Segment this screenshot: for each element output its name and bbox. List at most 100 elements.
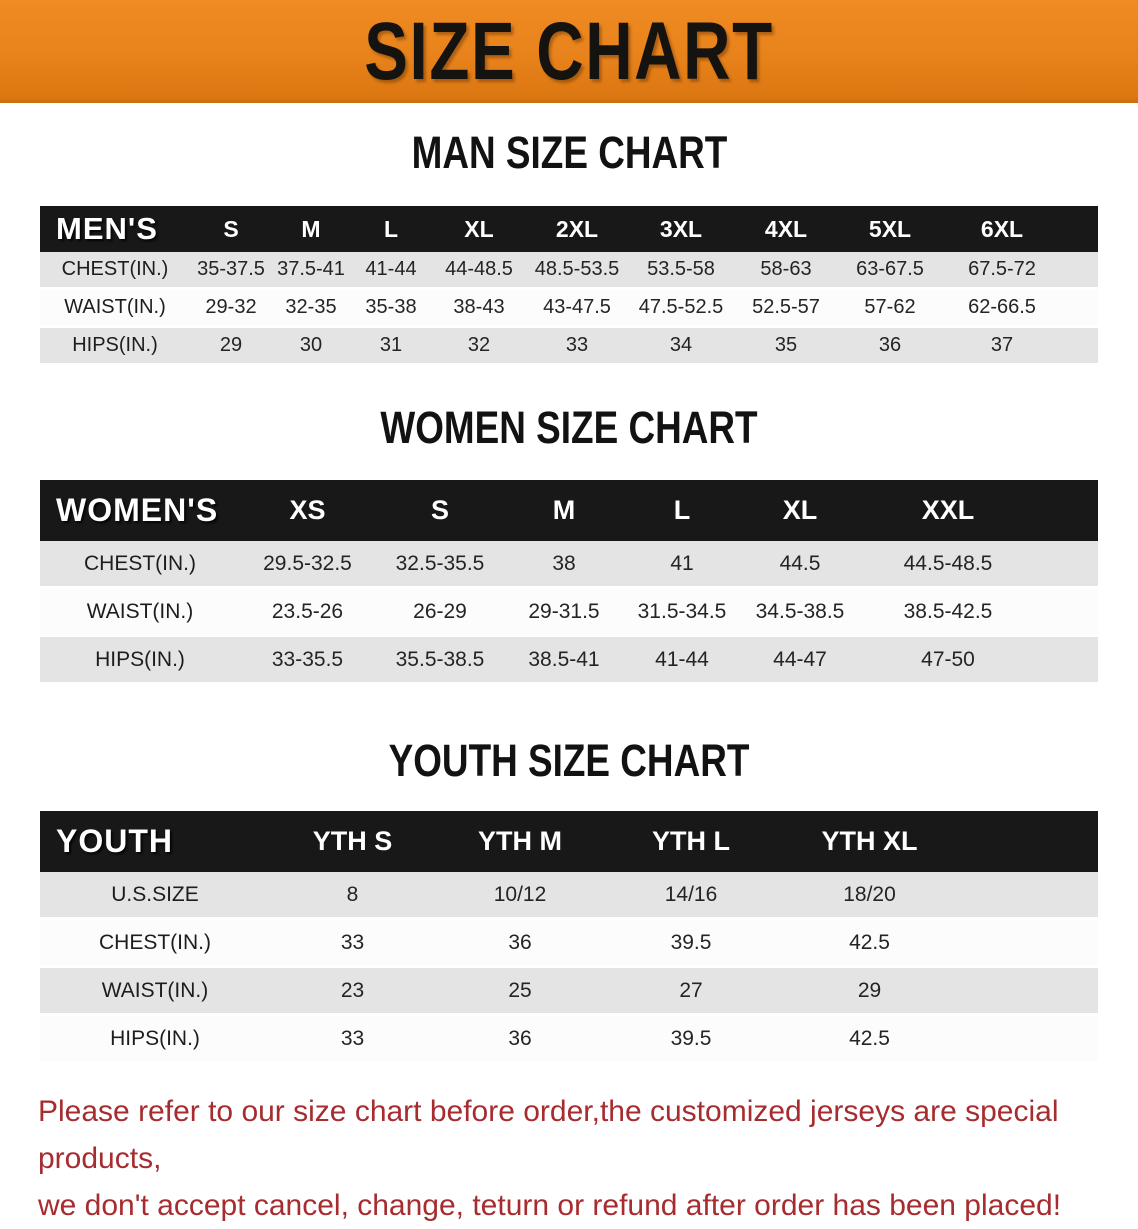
table-cell: 36 [878, 334, 902, 356]
men-col-header: 5XL [838, 203, 942, 252]
youth-table-label: YOUTH [40, 811, 270, 872]
row-label: CHEST(IN.) [61, 258, 169, 280]
disclaimer: Please refer to our size chart before or… [38, 1088, 1100, 1229]
table-cell: 8 [346, 882, 359, 906]
youth-size-table: YOUTH YTH S YTH M YTH L YTH XL U.S.SIZE … [40, 811, 1098, 1064]
table-cell: 44.5-48.5 [903, 551, 993, 575]
row-label: HIPS(IN.) [72, 334, 158, 356]
youth-hips-row: HIPS(IN.) 33 36 39.5 42.5 [40, 1014, 1098, 1063]
table-cell: 63-67.5 [856, 258, 924, 280]
row-label: HIPS(IN.) [110, 1026, 200, 1050]
youth-section-heading: YOUTH SIZE CHART [0, 735, 1138, 787]
row-label: CHEST(IN.) [99, 930, 211, 954]
men-col-header: M [272, 203, 350, 252]
banner: SIZE CHART [0, 0, 1138, 103]
table-cell: 39.5 [670, 930, 712, 954]
table-cell: 14/16 [664, 882, 718, 906]
table-cell: 44-47 [773, 647, 827, 671]
women-col-header: S [375, 480, 505, 541]
table-cell: 23.5-26 [271, 599, 344, 623]
youth-chest-row: CHEST(IN.) 33 36 39.5 42.5 [40, 918, 1098, 967]
table-cell: 37 [990, 334, 1014, 356]
table-cell: 38.5-41 [528, 647, 600, 671]
men-table-label: MEN'S [40, 203, 190, 252]
table-cell: 52.5-57 [752, 296, 820, 318]
row-label: WAIST(IN.) [64, 296, 166, 318]
table-cell: 38.5-42.5 [903, 599, 993, 623]
women-table-label: WOMEN'S [40, 480, 240, 541]
men-col-header: L [350, 203, 432, 252]
banner-title: SIZE CHART [364, 5, 774, 97]
table-cell: 30 [299, 334, 323, 356]
table-cell: 67.5-72 [968, 258, 1036, 280]
table-cell: 47-50 [921, 647, 975, 671]
table-cell: 57-62 [864, 296, 916, 318]
table-cell: 35.5-38.5 [395, 647, 485, 671]
table-cell: 53.5-58 [647, 258, 715, 280]
table-cell: 44-48.5 [445, 258, 513, 280]
table-cell: 26-29 [413, 599, 467, 623]
youth-col-header: YTH M [435, 811, 605, 872]
table-cell: 44.5 [779, 551, 821, 575]
table-cell: 39.5 [670, 1026, 712, 1050]
table-cell: 33 [340, 1026, 365, 1050]
women-size-table: WOMEN'S XS S M L XL XXL CHEST(IN.) 29.5-… [40, 480, 1098, 685]
spacer-cell [1037, 480, 1098, 541]
table-cell: 29-32 [205, 296, 257, 318]
disclaimer-line-2: we don't accept cancel, change, teturn o… [38, 1189, 1062, 1222]
men-size-table: MEN'S S M L XL 2XL 3XL 4XL 5XL 6XL CHEST… [40, 203, 1098, 366]
men-waist-row: WAIST(IN.) 29-32 32-35 35-38 38-43 43-47… [40, 288, 1098, 327]
spacer-cell [962, 967, 1098, 1015]
spacer-cell [1062, 203, 1098, 252]
row-label: CHEST(IN.) [84, 551, 196, 575]
youth-col-header: YTH XL [777, 811, 962, 872]
spacer-cell [1062, 289, 1098, 327]
spacer-cell [962, 872, 1098, 919]
women-col-header: M [505, 480, 623, 541]
table-cell: 58-63 [760, 258, 812, 280]
table-cell: 10/12 [493, 882, 547, 906]
men-col-header: S [190, 203, 272, 252]
youth-header-row: YOUTH YTH S YTH M YTH L YTH XL [40, 811, 1098, 872]
table-cell: 48.5-53.5 [534, 258, 620, 280]
women-col-header: XL [741, 480, 859, 541]
men-header-row: MEN'S S M L XL 2XL 3XL 4XL 5XL 6XL [40, 203, 1098, 252]
table-cell: 36 [508, 1026, 532, 1050]
table-cell: 37.5-41 [277, 258, 345, 280]
table-cell: 38-43 [453, 296, 505, 318]
women-chest-row: CHEST(IN.) 29.5-32.5 32.5-35.5 38 41 44.… [40, 541, 1098, 588]
men-section-heading: MAN SIZE CHART [0, 127, 1138, 179]
table-cell: 35-38 [365, 296, 417, 318]
men-col-header: 4XL [734, 203, 838, 252]
men-col-header: 6XL [942, 203, 1062, 252]
youth-section-heading-text: YOUTH SIZE CHART [388, 735, 750, 786]
table-cell: 29 [857, 978, 882, 1002]
youth-col-header: YTH S [270, 811, 435, 872]
table-cell: 29 [219, 334, 243, 356]
spacer-cell [1062, 252, 1098, 289]
men-hips-row: HIPS(IN.) 29 30 31 32 33 34 35 36 37 [40, 326, 1098, 365]
table-cell: 29-31.5 [528, 599, 600, 623]
table-cell: 36 [508, 930, 532, 954]
table-cell: 33-35.5 [271, 647, 344, 671]
row-label: HIPS(IN.) [95, 647, 185, 671]
women-section-heading-text: WOMEN SIZE CHART [380, 402, 758, 453]
spacer-cell [962, 919, 1098, 967]
table-cell: 29.5-32.5 [263, 551, 352, 575]
women-section-heading: WOMEN SIZE CHART [0, 402, 1138, 454]
table-cell: 25 [508, 978, 532, 1002]
youth-waist-row: WAIST(IN.) 23 25 27 29 [40, 966, 1098, 1015]
table-cell: 41 [670, 551, 694, 575]
table-cell: 31.5-34.5 [637, 599, 727, 623]
table-cell: 42.5 [849, 1026, 890, 1050]
table-cell: 31 [379, 334, 403, 356]
men-col-header: XL [432, 203, 526, 252]
men-col-header: 3XL [628, 203, 734, 252]
men-section-heading-text: MAN SIZE CHART [411, 127, 727, 178]
table-cell: 33 [565, 334, 589, 356]
table-cell: 35 [774, 334, 798, 356]
table-cell: 33 [340, 930, 365, 954]
spacer-cell [962, 1015, 1098, 1063]
row-label: WAIST(IN.) [101, 978, 209, 1002]
youth-ussize-row: U.S.SIZE 8 10/12 14/16 18/20 [40, 872, 1098, 919]
